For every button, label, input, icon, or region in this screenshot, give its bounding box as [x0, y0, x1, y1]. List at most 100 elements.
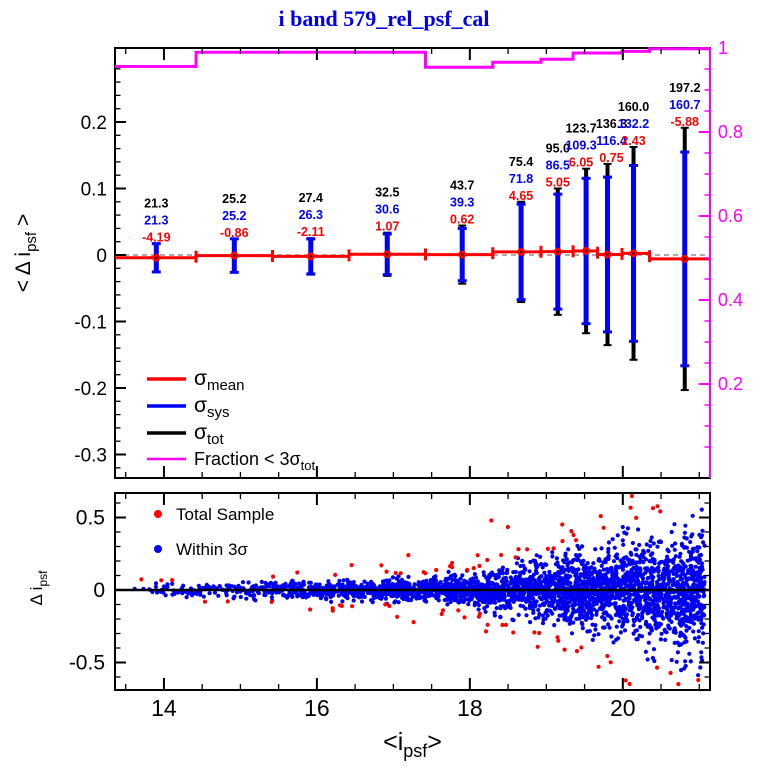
- scatter-point: [330, 606, 335, 611]
- scatter-point: [676, 682, 681, 687]
- error-bars: [151, 126, 690, 392]
- scatter-point: [634, 552, 639, 558]
- scatter-point: [559, 606, 564, 611]
- scatter-point: [569, 529, 574, 534]
- scatter-point: [498, 615, 503, 620]
- scatter-point: [533, 616, 538, 621]
- scatter-point: [620, 524, 625, 530]
- scatter-point: [269, 595, 274, 600]
- y-tick-label: -0.3: [74, 446, 107, 467]
- scatter-point: [490, 580, 495, 586]
- scatter-point: [584, 572, 590, 577]
- scatter-point: [668, 670, 673, 676]
- scatter-point: [556, 638, 561, 643]
- scatter-point: [622, 530, 627, 535]
- scatter-point: [612, 545, 617, 550]
- scatter-point: [492, 613, 497, 618]
- x-tick-label: 20: [610, 695, 636, 721]
- scatter-point: [593, 578, 599, 583]
- scatter-point: [580, 622, 585, 627]
- scatter-point: [576, 582, 582, 587]
- scatter-point: [297, 581, 302, 586]
- annotation-sigma-tot: 95.0: [546, 141, 570, 155]
- scatter-point: [396, 600, 401, 605]
- scatter-point: [567, 621, 572, 626]
- scatter-point: [505, 524, 510, 530]
- scatter-point: [139, 577, 144, 582]
- scatter-point: [687, 593, 692, 599]
- scatter-point: [638, 624, 643, 630]
- scatter-point: [345, 596, 350, 601]
- scatter-point: [379, 595, 384, 600]
- scatter-point: [574, 649, 580, 654]
- scatter-point: [691, 629, 696, 634]
- scatter-point: [600, 597, 606, 602]
- scatter-point: [514, 561, 520, 566]
- scatter-point: [696, 635, 702, 640]
- scatter-point: [567, 560, 572, 565]
- scatter-point: [601, 575, 606, 580]
- scatter-point: [643, 566, 648, 571]
- scatter-point: [575, 557, 580, 563]
- scatter-point: [665, 607, 670, 612]
- scatter-point: [528, 620, 533, 625]
- scatter-point: [650, 578, 655, 584]
- scatter-point: [579, 598, 584, 603]
- scatter-point: [613, 554, 618, 559]
- scatter-point: [646, 548, 651, 554]
- scatter-point: [658, 509, 663, 514]
- scatter-point: [640, 576, 646, 581]
- scatter-point: [637, 633, 642, 638]
- scatter-point: [527, 569, 532, 574]
- scatter-point: [337, 578, 342, 584]
- scatter-point: [590, 607, 595, 612]
- scatter-point: [579, 611, 584, 616]
- annotation-sigma-tot: 123.7: [565, 122, 596, 136]
- scatter-point: [674, 568, 679, 573]
- scatter-point: [621, 556, 626, 561]
- scatter-point: [532, 630, 537, 635]
- legend-entry-sigma-sys: σsys: [147, 394, 229, 421]
- scatter-point: [643, 594, 648, 599]
- annotation-sigma-tot: 197.2: [669, 81, 700, 95]
- scatter-point: [540, 621, 546, 626]
- annotation-sigma-sys: 71.8: [509, 172, 533, 186]
- scatter-point: [510, 591, 515, 596]
- scatter-point: [439, 611, 444, 617]
- scatter-point: [560, 600, 565, 605]
- scatter-point: [528, 603, 533, 608]
- legend-label: σsys: [194, 394, 229, 421]
- scatter-point: [391, 593, 396, 599]
- scatter-point: [700, 625, 705, 630]
- scatter-point: [701, 631, 706, 636]
- mean-marker-center: [519, 250, 523, 254]
- scatter-point: [680, 583, 686, 589]
- scatter-point: [379, 563, 384, 568]
- annotation-mean: -5.88: [671, 115, 700, 129]
- scatter-point: [566, 547, 571, 552]
- scatter-point: [699, 561, 705, 566]
- scatter-point: [691, 582, 696, 587]
- scatter-point: [434, 567, 439, 573]
- scatter-point: [159, 578, 164, 583]
- scatter-point: [528, 575, 533, 580]
- scatter-point: [304, 592, 309, 597]
- scatter-point: [672, 522, 677, 527]
- scatter-point: [624, 617, 629, 622]
- annotation-mean: -2.11: [297, 225, 325, 239]
- scatter-points-total: [139, 493, 701, 687]
- annotation-mean: -0.86: [220, 226, 249, 240]
- scatter-point: [545, 546, 551, 552]
- scatter-point: [701, 540, 706, 545]
- scatter-point: [647, 582, 652, 587]
- scatter-point: [593, 623, 598, 628]
- scatter-point: [542, 577, 547, 582]
- scatter-point: [635, 577, 640, 583]
- scatter-point: [470, 576, 475, 581]
- scatter-point: [537, 630, 542, 636]
- scatter-point: [380, 579, 386, 584]
- scatter-point: [620, 592, 625, 598]
- scatter-point: [701, 613, 706, 618]
- scatter-point: [646, 640, 651, 645]
- scatter-point: [636, 593, 641, 598]
